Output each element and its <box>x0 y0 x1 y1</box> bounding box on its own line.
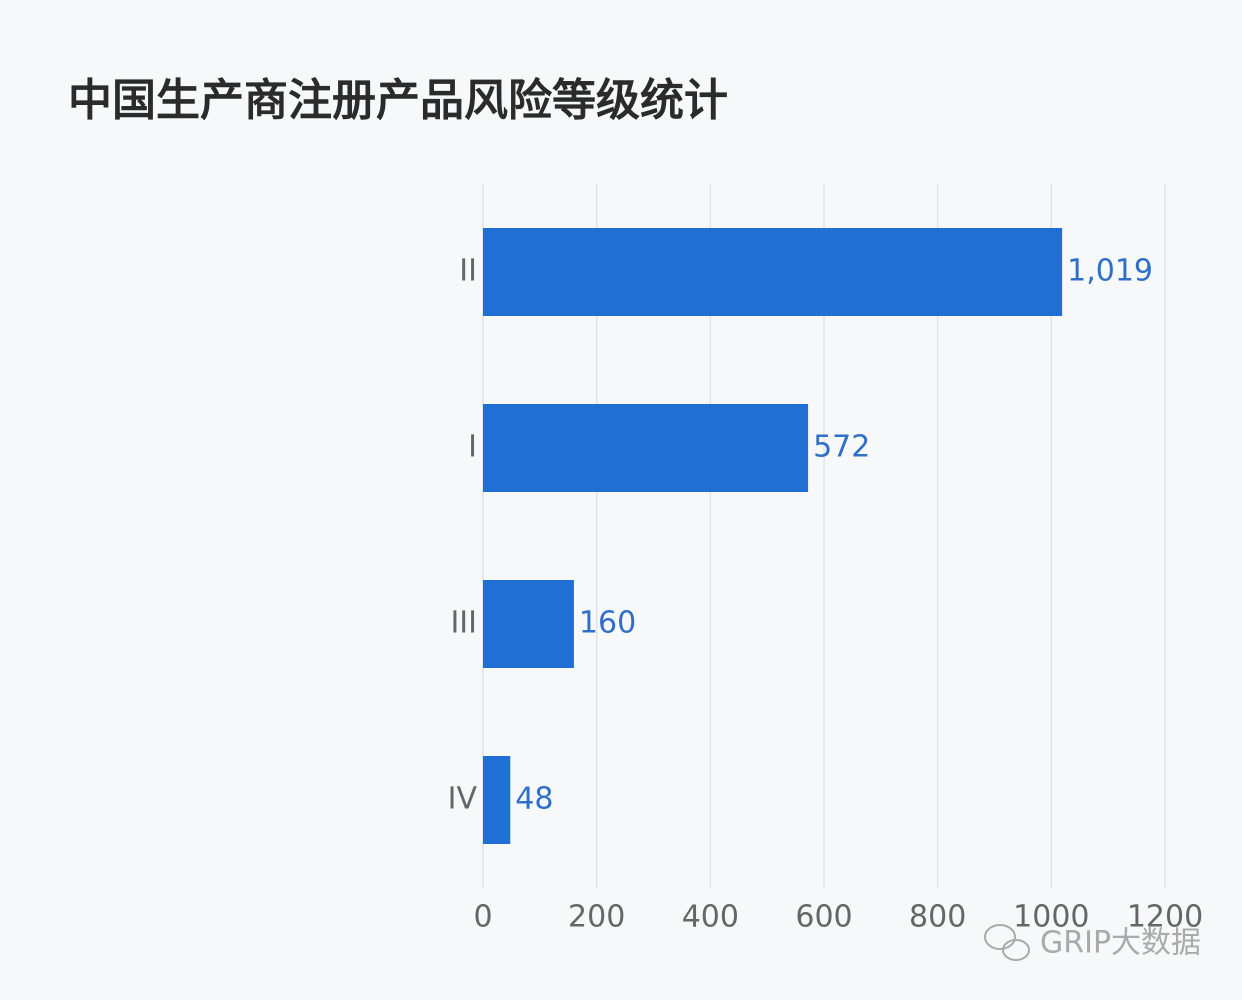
watermark-icon <box>984 924 1030 961</box>
watermark: GRIP大数据 <box>1040 926 1201 961</box>
x-tick-label: 1000 <box>1013 900 1089 935</box>
x-tick-label: 0 <box>473 900 492 935</box>
bar <box>483 228 1063 316</box>
value-label: 1,019 <box>1067 254 1153 289</box>
y-tick-label: IV <box>448 782 478 817</box>
x-tick-label: 600 <box>795 900 852 935</box>
chart-title: 中国生产商注册产品风险等级统计 <box>68 75 728 126</box>
value-label: 48 <box>515 782 553 817</box>
y-tick-label: II <box>459 254 477 289</box>
y-tick-label: III <box>450 606 477 641</box>
value-label: 572 <box>813 430 870 465</box>
x-tick-label: 200 <box>568 900 625 935</box>
x-tick-label: 800 <box>909 900 966 935</box>
value-label: 160 <box>579 606 636 641</box>
y-tick-label: I <box>468 430 477 465</box>
x-tick-label: 400 <box>682 900 739 935</box>
bar <box>483 756 511 844</box>
x-tick-label: 1200 <box>1127 900 1203 935</box>
bar <box>483 580 574 668</box>
bar <box>483 404 809 492</box>
